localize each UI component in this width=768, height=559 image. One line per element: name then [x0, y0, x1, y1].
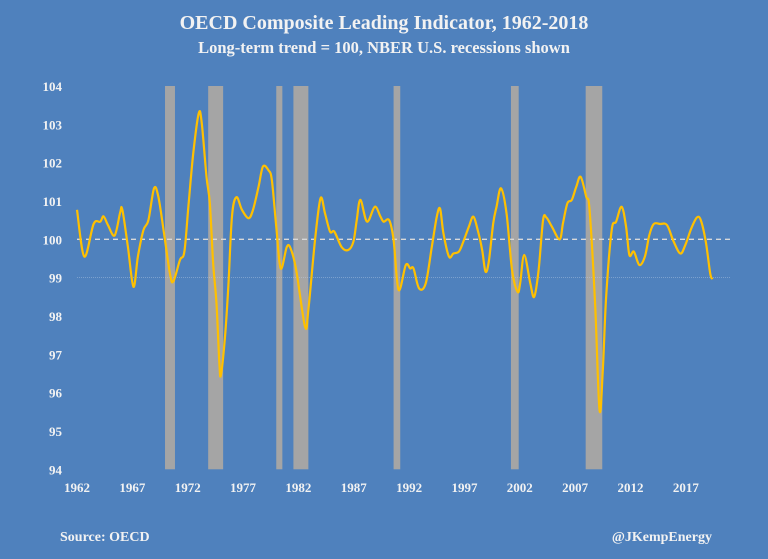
x-tick-label: 2002 [507, 480, 533, 495]
y-tick-label: 100 [43, 232, 63, 247]
x-tick-label: 1992 [396, 480, 422, 495]
y-tick-label: 96 [49, 386, 63, 401]
recession-bar [293, 86, 309, 470]
x-tick-label: 1972 [175, 480, 201, 495]
x-tick-label: 1967 [119, 480, 146, 495]
y-tick-label: 101 [43, 194, 63, 209]
y-tick-label: 103 [43, 117, 63, 132]
x-tick-label: 1962 [64, 480, 90, 495]
recession-bar [510, 86, 519, 470]
y-tick-label: 94 [49, 462, 63, 477]
y-tick-label: 104 [43, 79, 63, 94]
chart-title: OECD Composite Leading Indicator, 1962-2… [179, 12, 589, 34]
y-tick-label: 99 [49, 271, 63, 286]
x-tick-label: 1997 [451, 480, 478, 495]
x-tick-label: 2012 [618, 480, 644, 495]
x-tick-label: 1982 [285, 480, 311, 495]
chart-subtitle: Long-term trend = 100, NBER U.S. recessi… [198, 38, 570, 57]
y-tick-label: 95 [49, 424, 63, 439]
x-tick-label: 1987 [341, 480, 368, 495]
source-note: Source: OECD [60, 530, 150, 545]
credit-handle: @JKempEnergy [611, 530, 712, 545]
x-tick-label: 2017 [673, 480, 700, 495]
x-tick-label: 1977 [230, 480, 257, 495]
cli-series-line [75, 110, 714, 414]
x-tick-label: 2007 [562, 480, 589, 495]
y-tick-label: 98 [49, 309, 63, 324]
y-tick-label: 102 [43, 156, 63, 171]
y-tick-label: 97 [49, 347, 63, 362]
